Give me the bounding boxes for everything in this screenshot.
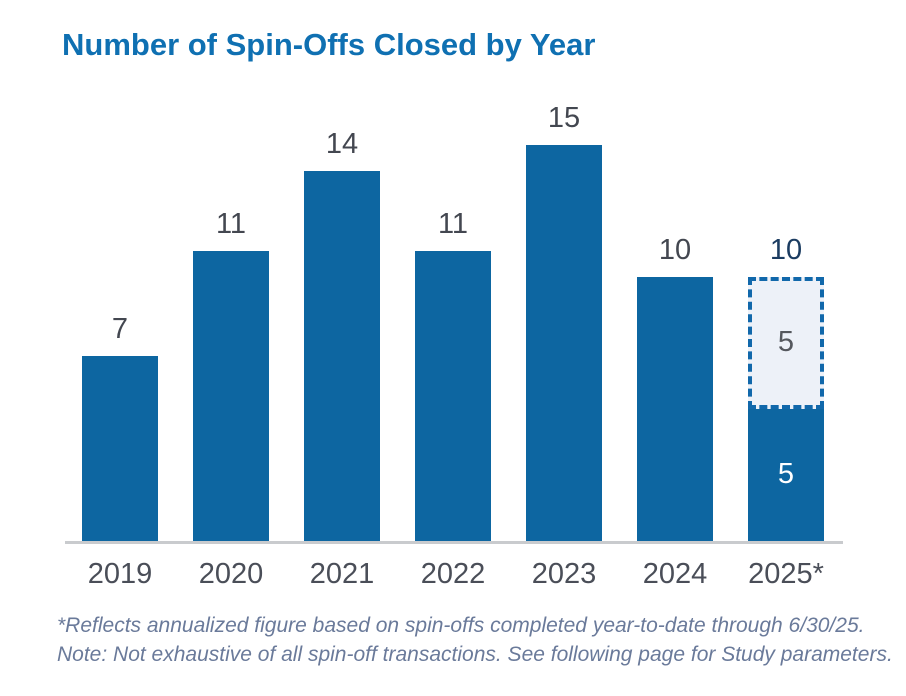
bar-segment-projected: 5 <box>748 277 824 409</box>
bar-value-label: 11 <box>437 207 469 240</box>
footnote: *Reflects annualized figure based on spi… <box>57 611 897 669</box>
x-axis-label: 2022 <box>420 558 486 590</box>
bar-segment <box>415 250 491 541</box>
x-axis-label: 2023 <box>531 558 597 590</box>
bar-value-label: 11 <box>215 207 247 240</box>
bar-value-label: 7 <box>111 313 129 346</box>
bar-segment: 5 <box>748 409 824 541</box>
chart-title: Number of Spin-Offs Closed by Year <box>62 27 596 62</box>
segment-value-label: 5 <box>777 325 795 358</box>
x-axis-label: 2021 <box>309 558 375 590</box>
x-axis-label: 2020 <box>198 558 264 590</box>
bar-segment <box>193 250 269 541</box>
bar-segment <box>304 171 380 541</box>
bar-value-label: 10 <box>658 234 692 266</box>
footnote-line-2: Note: Not exhaustive of all spin-off tra… <box>57 643 893 666</box>
bar-value-label: 14 <box>325 128 359 161</box>
x-axis-label: 2019 <box>87 558 153 590</box>
x-axis-label: 2025* <box>748 558 824 590</box>
footnote-line-1: *Reflects annualized figure based on spi… <box>57 614 865 637</box>
x-axis-line <box>65 541 843 544</box>
bar-segment <box>82 356 158 541</box>
segment-value-label: 5 <box>777 457 795 490</box>
bar-segment <box>637 277 713 541</box>
bar-value-label: 10 <box>769 234 803 266</box>
bar-value-label: 15 <box>547 102 581 134</box>
x-axis-label: 2024 <box>642 558 708 590</box>
bar-segment <box>526 145 602 541</box>
